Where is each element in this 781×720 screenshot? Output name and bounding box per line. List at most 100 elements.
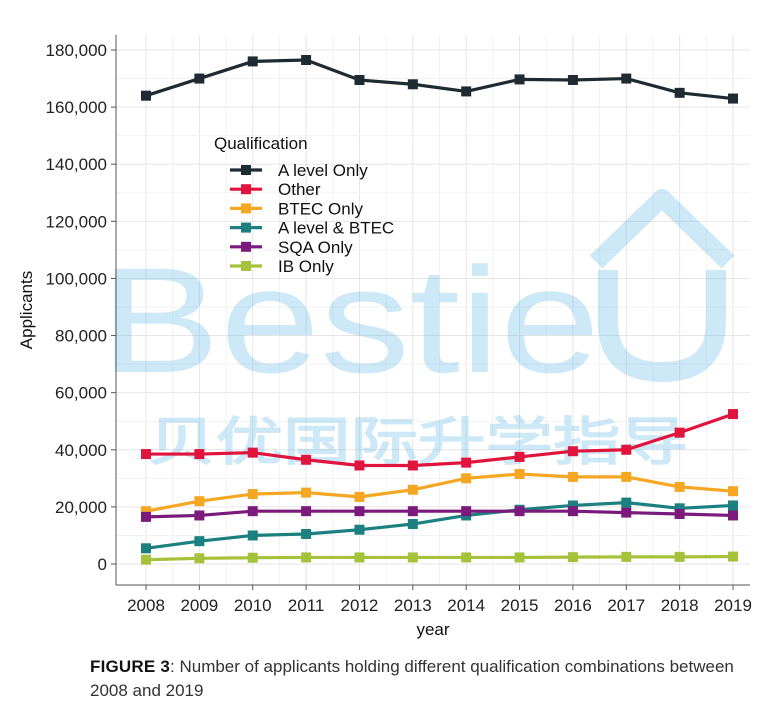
y-tick-label: 40,000 — [55, 441, 107, 460]
data-point — [674, 87, 685, 98]
legend-swatch-marker — [241, 261, 251, 271]
data-point — [514, 552, 525, 563]
x-tick-label: 2014 — [447, 596, 485, 615]
data-point — [301, 552, 312, 563]
x-tick-label: 2015 — [501, 596, 539, 615]
data-point — [407, 552, 418, 563]
data-point — [194, 510, 205, 521]
data-point — [194, 449, 205, 460]
data-point — [728, 409, 738, 420]
data-point — [621, 551, 632, 562]
data-point — [674, 503, 685, 514]
y-tick-label: 180,000 — [46, 41, 107, 60]
data-point — [141, 554, 151, 565]
watermark-logo-roof — [589, 189, 735, 269]
data-point — [567, 446, 578, 457]
data-point — [141, 543, 151, 554]
data-point — [247, 552, 258, 563]
data-point — [194, 553, 205, 564]
data-point — [567, 506, 578, 517]
data-point — [728, 500, 738, 511]
data-point — [728, 551, 738, 562]
x-tick-label: 2008 — [127, 596, 165, 615]
data-point — [728, 486, 738, 497]
watermark-logo-u — [598, 270, 726, 383]
y-tick-label: 80,000 — [55, 327, 107, 346]
y-tick-label: 120,000 — [46, 212, 107, 231]
legend-swatch-marker — [241, 222, 251, 233]
legend-label: A level Only — [278, 161, 368, 180]
x-tick-label: 2019 — [714, 596, 752, 615]
data-point — [407, 506, 418, 517]
data-point — [514, 469, 525, 480]
data-point — [461, 552, 472, 563]
x-tick-label: 2017 — [607, 596, 645, 615]
data-point — [301, 487, 312, 498]
data-point — [567, 74, 578, 85]
data-point — [461, 506, 472, 517]
data-point — [141, 506, 151, 517]
watermark-subtitle-text: 贝优国际升学指导 — [148, 414, 688, 472]
legend-swatch-marker — [241, 203, 251, 214]
y-axis-title: Applicants — [17, 271, 36, 349]
legend-swatch-marker — [241, 165, 251, 175]
data-point — [301, 454, 312, 465]
series-line — [146, 412, 734, 468]
data-point — [407, 519, 418, 530]
data-point — [141, 511, 151, 522]
data-point — [354, 524, 365, 535]
series-line — [145, 58, 734, 101]
data-point — [567, 471, 578, 482]
x-tick-label: 2016 — [554, 596, 592, 615]
series-line — [145, 472, 734, 513]
series-line — [145, 554, 734, 562]
watermark: Bestie 贝优国际升学指导 — [100, 189, 735, 472]
x-tick-label: 2010 — [234, 596, 272, 615]
data-point — [621, 497, 632, 508]
data-point — [514, 451, 525, 462]
legend-label: BTEC Only — [278, 199, 364, 218]
data-point — [354, 460, 365, 471]
data-point — [674, 427, 685, 438]
x-tick-label: 2011 — [288, 596, 325, 615]
data-point — [407, 460, 418, 471]
caption-label: FIGURE 3 — [90, 657, 171, 676]
data-point — [461, 473, 472, 484]
data-point — [621, 507, 632, 518]
y-tick-label: 100,000 — [46, 269, 107, 288]
data-point — [621, 471, 632, 482]
legend-label: IB Only — [278, 257, 334, 276]
caption-text: : Number of applicants holding different… — [90, 657, 734, 700]
data-point — [461, 86, 472, 97]
y-tick-label: 20,000 — [55, 498, 107, 517]
data-point — [247, 447, 258, 458]
data-point — [354, 491, 365, 502]
data-point — [301, 529, 312, 540]
data-point — [247, 489, 258, 500]
data-point — [354, 552, 365, 563]
data-point — [247, 506, 258, 517]
data-point — [514, 506, 525, 517]
axes: 0 20,000 40,000 60,000 80,000 100,000 120,000 1… — [17, 35, 752, 639]
y-tick-label: 160,000 — [46, 98, 107, 117]
figure-caption: FIGURE 3: Number of applicants holding d… — [90, 655, 760, 703]
data-point — [514, 74, 525, 85]
data-point — [407, 484, 418, 495]
data-point — [194, 536, 205, 547]
legend-label: SQA Only — [278, 238, 353, 257]
x-tick-label: 2013 — [394, 596, 432, 615]
x-tick-label: 2012 — [341, 596, 379, 615]
series-lines — [141, 54, 738, 565]
legend-swatch-marker — [241, 241, 251, 252]
legend-label: A level & BTEC — [278, 219, 394, 238]
x-axis-title: year — [416, 620, 449, 639]
data-point — [674, 551, 685, 562]
data-point — [354, 506, 365, 517]
data-point — [407, 79, 418, 90]
data-point — [728, 93, 738, 104]
data-point — [194, 73, 205, 84]
data-point — [194, 496, 205, 507]
x-tick-label: 2018 — [661, 596, 699, 615]
data-point — [621, 73, 632, 84]
